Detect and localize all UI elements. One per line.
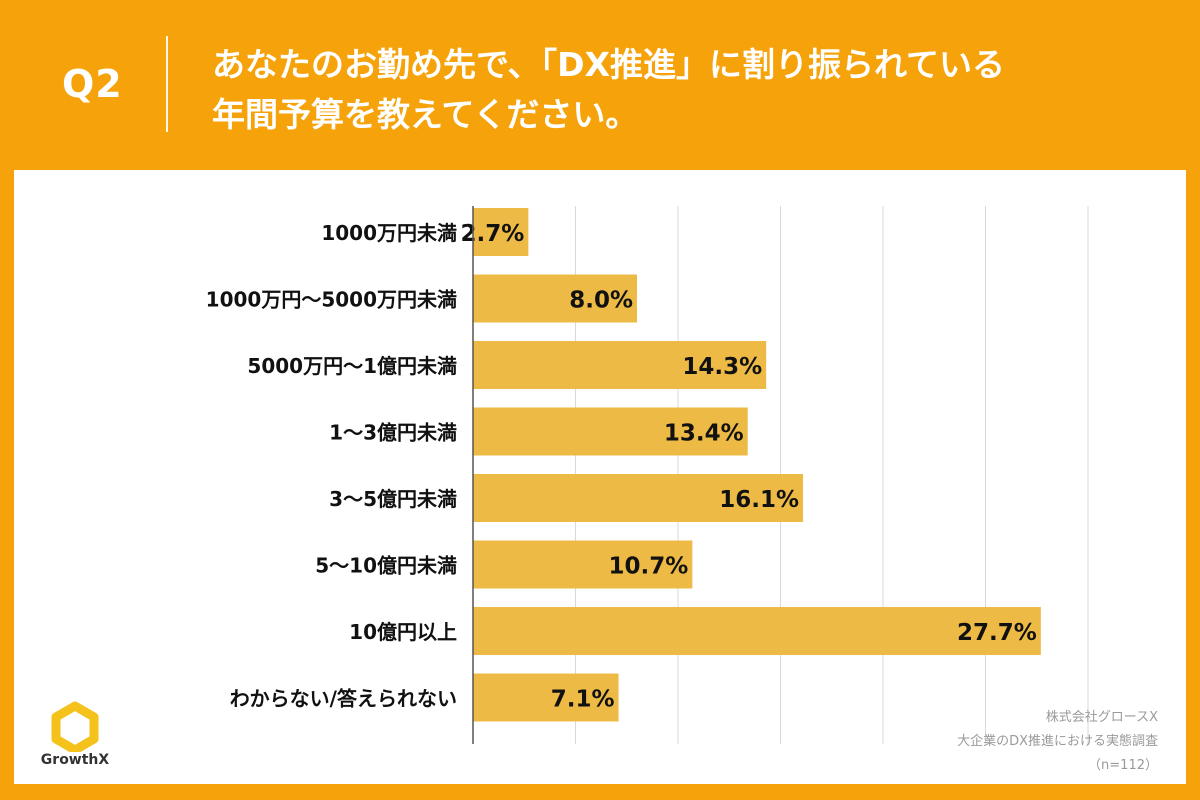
category-label-3: 5000万円〜1億円未満	[247, 354, 457, 378]
source-company: 株式会社グロースX	[1045, 710, 1158, 725]
category-label-6: 5〜10億円未満	[315, 554, 457, 578]
value-label-7: 27.7%	[957, 620, 1037, 646]
bar-5	[473, 474, 804, 522]
header-divider	[166, 36, 168, 132]
category-label-8: わからない/答えられない	[230, 687, 457, 711]
value-label-5: 16.1%	[719, 487, 799, 513]
question-number: Q2	[62, 62, 123, 106]
bar-6	[473, 540, 693, 589]
value-label-1: 2.7%	[461, 221, 525, 247]
bar-4	[473, 407, 748, 456]
logo-text: GrowthX	[40, 752, 110, 768]
header: Q2 あなたのお勤め先で、「DX推進」に割り振られている 年間予算を教えてくださ…	[0, 0, 1200, 170]
value-label-4: 13.4%	[664, 421, 744, 447]
category-label-1: 1000万円未満	[321, 221, 457, 245]
chart-panel: 1000万円未満 2.7% 1000万円〜5000万円未満 8.0% 5000万円〜1億…	[14, 170, 1186, 784]
bar-8	[473, 673, 619, 722]
source-note: 株式会社グロースX 大企業のDX推進における実態調査 （n=112）	[957, 706, 1158, 778]
question-line-1: あなたのお勤め先で、「DX推進」に割り振られている	[212, 45, 1006, 84]
source-survey: 大企業のDX推進における実態調査	[957, 734, 1158, 749]
value-label-3: 14.3%	[682, 354, 762, 380]
bar-2	[473, 274, 637, 323]
source-sample: （n=112）	[1088, 758, 1158, 773]
growthx-logo: GrowthX	[30, 700, 120, 780]
value-label-6: 10.7%	[609, 554, 689, 580]
question-line-2: 年間予算を教えてください。	[212, 95, 639, 134]
category-label-5: 3〜5億円未満	[329, 487, 457, 511]
hexagon-logo-icon	[51, 701, 99, 755]
category-label-7: 10億円以上	[349, 620, 457, 644]
value-label-8: 7.1%	[551, 687, 615, 713]
bar-1	[473, 208, 529, 256]
bar-3	[473, 341, 767, 389]
question-text: あなたのお勤め先で、「DX推進」に割り振られている 年間予算を教えてください。	[212, 40, 1005, 140]
category-label-2: 1000万円〜5000万円未満	[206, 288, 457, 312]
bar-7	[473, 607, 1041, 655]
category-label-4: 1〜3億円未満	[329, 421, 457, 445]
bar-chart: 1000万円未満 2.7% 1000万円〜5000万円未満 8.0% 5000万円〜1億…	[206, 206, 1089, 744]
value-label-2: 8.0%	[569, 288, 633, 314]
